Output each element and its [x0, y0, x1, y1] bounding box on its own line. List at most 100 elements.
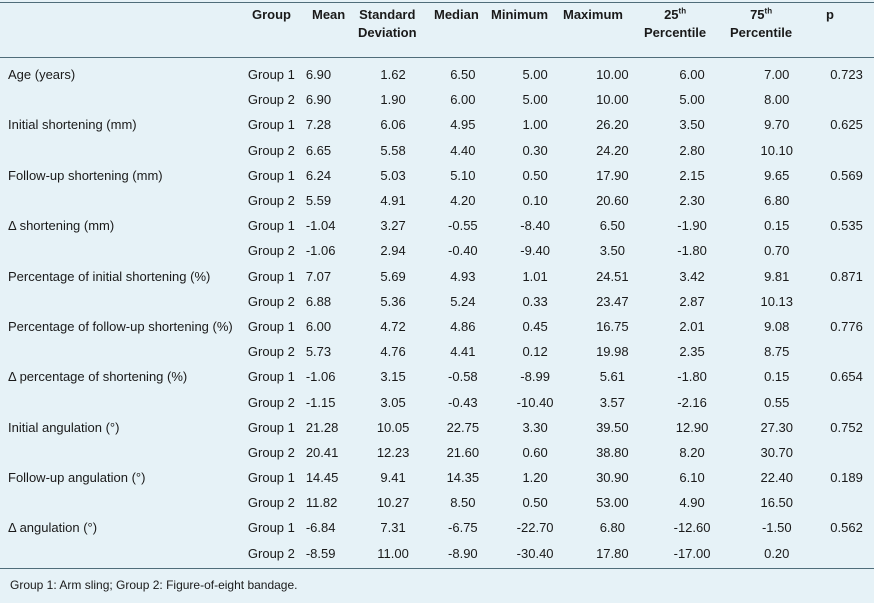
cell-p75: 8.00	[764, 92, 790, 108]
row-label: Initial shortening (mm)	[8, 117, 137, 133]
header-rule	[0, 57, 874, 58]
cell-median: -6.75	[448, 520, 478, 536]
table-row: Group 2 5.73 4.76 4.41 0.12 19.98 2.35 8.75	[8, 339, 874, 364]
cell-median: 4.40	[450, 142, 476, 158]
cell-p75: 7.00	[764, 67, 790, 83]
cell-p-value: 0.752	[830, 419, 863, 435]
row-label-empty	[8, 87, 248, 112]
cell-sd: 1.62	[380, 67, 406, 83]
cell-median: 4.20	[450, 193, 476, 209]
cell-sd: 3.15	[380, 369, 406, 385]
table-row: Initial angulation (°) Group 1 21.28 10.05 2…	[8, 415, 874, 440]
cell-p-empty	[819, 541, 874, 566]
cell-median: -0.58	[448, 369, 478, 385]
cell-p75: 27.30	[760, 419, 794, 435]
cell-p25: 2.80	[679, 142, 705, 158]
cell-p75: -1.50	[761, 520, 792, 536]
cell-maximum: 6.80	[599, 520, 625, 536]
cell-sd: 9.41	[380, 470, 406, 486]
row-label: Age (years)	[8, 67, 76, 83]
cell-minimum: 0.33	[522, 293, 548, 309]
cell-p-empty	[819, 289, 874, 314]
cell-sd: 5.58	[380, 142, 406, 158]
cell-sd: 4.72	[380, 318, 406, 334]
cell-median: 8.50	[450, 495, 476, 511]
cell-p25: 6.00	[679, 67, 705, 83]
cell-minimum: -9.40	[520, 243, 550, 259]
cell-maximum: 20.60	[596, 193, 629, 209]
table-row: Group 2 20.41 12.23 21.60 0.60 38.80 8.20 30.70	[8, 440, 874, 465]
cell-p75: 10.13	[760, 293, 794, 309]
header-p75-word: Percentile	[730, 25, 793, 40]
header-25th-percentile: 25th Percentile	[644, 6, 706, 42]
cell-maximum: 19.98	[596, 344, 629, 360]
cell-sd: 10.27	[376, 495, 410, 511]
cell-mean: 5.73	[305, 344, 332, 360]
cell-median: 22.75	[446, 419, 480, 435]
cell-mean: -1.04	[305, 218, 336, 234]
table-row: Δ angulation (°) Group 1 -6.84 7.31 -6.75 -22…	[8, 515, 874, 540]
cell-median: -0.55	[448, 218, 478, 234]
cell-p-value: 0.569	[830, 167, 863, 183]
cell-maximum: 17.80	[596, 545, 629, 561]
cell-p25: 3.50	[679, 117, 705, 133]
table-row: Δ percentage of shortening (%) Group 1 -1.…	[8, 364, 874, 389]
table-row: Group 2 -1.06 2.94 -0.40 -9.40 3.50 -1.80 0.70	[8, 238, 874, 263]
cell-sd: 6.06	[380, 117, 406, 133]
cell-minimum: 1.01	[522, 268, 548, 284]
header-median: Median	[434, 7, 479, 22]
cell-p75: 0.55	[764, 394, 790, 410]
cell-maximum: 17.90	[596, 167, 629, 183]
cell-p75: 9.08	[764, 318, 790, 334]
cell-sd: 12.23	[376, 444, 410, 460]
cell-maximum: 38.80	[596, 444, 629, 460]
cell-median: 5.10	[450, 167, 476, 183]
table-row: Initial shortening (mm) Group 1 7.28 6.06 4.…	[8, 112, 874, 137]
header-p25-word: Percentile	[644, 25, 707, 40]
cell-group: Group 1	[247, 520, 295, 536]
header-p25-number: 25	[664, 7, 679, 22]
row-label-empty	[8, 238, 248, 263]
cell-mean: 6.24	[305, 167, 332, 183]
cell-group: Group 1	[247, 167, 295, 183]
cell-minimum: -10.40	[516, 394, 554, 410]
cell-minimum: -22.70	[516, 520, 554, 536]
table-row: Age (years) Group 1 6.90 1.62 6.50 5.00 10.00 6…	[8, 62, 874, 87]
cell-group: Group 1	[247, 369, 295, 385]
header-p25-suffix: th	[678, 6, 687, 16]
header-mean: Mean	[312, 7, 346, 22]
cell-minimum: 0.60	[522, 444, 548, 460]
row-label: Initial angulation (°)	[8, 419, 120, 435]
cell-p75: 6.80	[764, 193, 790, 209]
cell-sd: 4.76	[380, 344, 406, 360]
cell-p25: 3.42	[679, 268, 705, 284]
statistics-table: Age (years) Group 1 6.90 1.62 6.50 5.00 10.00 6…	[8, 62, 874, 566]
cell-minimum: 0.30	[522, 142, 548, 158]
cell-mean: -1.15	[305, 394, 336, 410]
header-sd-line2: Deviation	[358, 25, 417, 40]
row-label: Follow-up shortening (mm)	[8, 167, 163, 183]
header-maximum: Maximum	[563, 7, 623, 22]
cell-group: Group 2	[247, 293, 295, 309]
cell-minimum: 0.12	[522, 344, 548, 360]
cell-p25: 8.20	[679, 444, 705, 460]
cell-group: Group 1	[247, 218, 295, 234]
cell-group: Group 2	[247, 243, 295, 259]
cell-p25: 2.15	[679, 167, 705, 183]
header-minimum: Minimum	[491, 7, 549, 22]
cell-sd: 1.90	[380, 92, 406, 108]
cell-p-value: 0.189	[830, 470, 863, 486]
cell-maximum: 16.75	[596, 318, 629, 334]
cell-minimum: 1.00	[522, 117, 548, 133]
cell-minimum: 5.00	[522, 67, 548, 83]
cell-mean: -1.06	[305, 369, 336, 385]
cell-p75: 30.70	[760, 444, 794, 460]
row-label: Δ percentage of shortening (%)	[8, 369, 188, 385]
cell-maximum: 10.00	[596, 67, 629, 83]
header-p75-number: 75	[750, 7, 765, 22]
cell-mean: -8.59	[305, 545, 336, 561]
cell-p75: 0.15	[764, 369, 790, 385]
cell-p25: -2.16	[677, 394, 707, 410]
cell-group: Group 2	[247, 344, 295, 360]
cell-p25: 2.87	[679, 293, 705, 309]
